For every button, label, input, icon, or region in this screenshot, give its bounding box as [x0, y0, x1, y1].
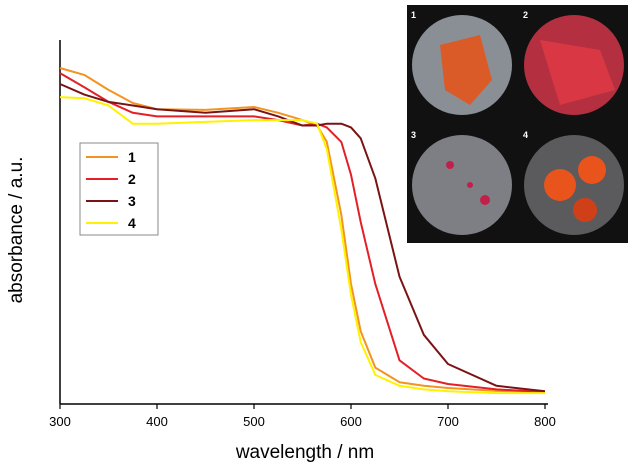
inset-photos	[407, 5, 628, 243]
x-tick-label: 300	[49, 414, 71, 429]
x-tick-label: 700	[437, 414, 459, 429]
legend-label: 4	[128, 215, 136, 231]
crystal	[440, 35, 492, 105]
inset-label: 2	[523, 10, 528, 20]
legend-box	[79, 142, 159, 236]
x-tick-label: 400	[146, 414, 168, 429]
inset-label: 3	[411, 130, 416, 140]
inset-label: 1	[411, 10, 416, 20]
legend-label: 1	[128, 149, 136, 165]
y-axis-label: absorbance / a.u.	[6, 157, 27, 304]
x-tick-label: 600	[340, 414, 362, 429]
series-line	[59, 83, 546, 393]
series-line	[59, 96, 545, 395]
x-tick-label: 800	[534, 414, 556, 429]
crystal	[578, 156, 606, 184]
legend-label: 3	[128, 193, 136, 209]
crystal	[467, 182, 473, 188]
crystal	[446, 161, 454, 169]
crystal	[573, 198, 597, 222]
photo-3	[412, 135, 512, 235]
x-axis-label: wavelength / nm	[235, 442, 374, 463]
x-tick-label: 500	[243, 414, 265, 429]
crystal	[540, 40, 615, 105]
legend-label: 2	[128, 171, 136, 187]
crystal	[544, 169, 576, 201]
inset-label: 4	[523, 130, 528, 140]
crystal	[480, 195, 490, 205]
